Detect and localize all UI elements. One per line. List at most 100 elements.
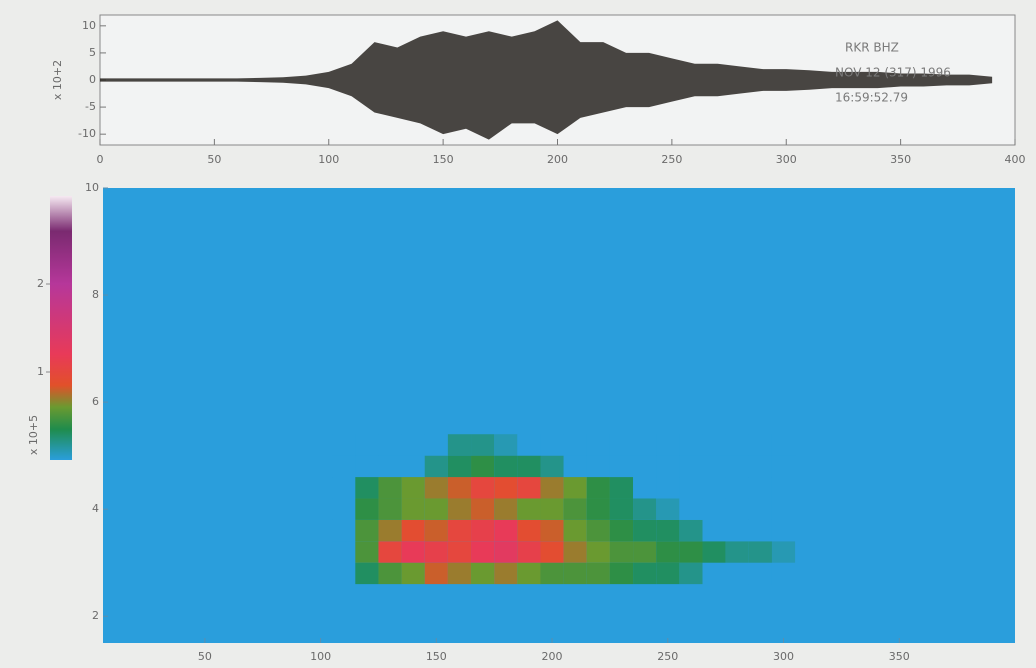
y-tick-label: 10 (85, 181, 99, 194)
x-tick-label: 100 (318, 153, 339, 166)
x-tick-label: 150 (433, 153, 454, 166)
heat-cell (633, 434, 657, 456)
heat-cell (586, 455, 610, 478)
heat-cell (401, 477, 425, 499)
heat-cell (471, 434, 495, 456)
heat-cell (771, 562, 796, 585)
heat-cell (771, 498, 796, 520)
heat-cell (586, 562, 610, 585)
colorbar-tick-label: 1 (37, 365, 44, 378)
heat-cell (702, 519, 726, 542)
heat-cell (401, 455, 425, 478)
heat-cell (355, 434, 379, 456)
heat-cell (586, 519, 610, 542)
heat-cell (517, 519, 541, 542)
x-tick-label: 350 (890, 153, 911, 166)
heat-cell (540, 455, 564, 478)
heat-cell (494, 455, 518, 478)
heat-cell (771, 519, 796, 542)
heat-cell (540, 541, 564, 563)
heat-cell (447, 477, 472, 499)
heat-cell (447, 562, 472, 585)
x-tick-label: 50 (198, 650, 212, 663)
heat-cell (633, 498, 657, 520)
heat-cell (424, 455, 448, 478)
heat-cell (494, 498, 518, 520)
heat-cell (656, 455, 680, 478)
heat-cell (656, 477, 680, 499)
heat-cell (563, 498, 587, 520)
y-tick-label: 0 (89, 73, 96, 86)
heat-cell (679, 477, 703, 499)
heat-cell (471, 477, 495, 499)
heat-cell (748, 434, 772, 456)
heat-cell (586, 434, 610, 456)
heat-cell (424, 519, 448, 542)
heat-cell (656, 498, 680, 520)
x-tick-label: 50 (207, 153, 221, 166)
heat-cell (401, 519, 425, 542)
heat-cell (540, 434, 564, 456)
heat-cell (494, 477, 518, 499)
heat-cell (609, 498, 634, 520)
heat-cell (355, 498, 379, 520)
heat-cell (609, 541, 634, 563)
heat-cell (609, 562, 634, 585)
heat-cell (471, 541, 495, 563)
heat-cell (633, 455, 657, 478)
x-tick-label: 250 (661, 153, 682, 166)
heat-cell (725, 477, 749, 499)
heat-cell (424, 541, 448, 563)
heat-cell (748, 562, 772, 585)
x-tick-label: 150 (426, 650, 447, 663)
heat-cell (609, 519, 634, 542)
heat-cell (748, 519, 772, 542)
heat-cell (378, 519, 402, 542)
heat-cell (494, 434, 518, 456)
heat-cell (424, 477, 448, 499)
x-tick-label: 400 (1005, 153, 1026, 166)
heat-cell (517, 434, 541, 456)
heat-cell (355, 455, 379, 478)
heat-cell (702, 562, 726, 585)
heat-cell (447, 498, 472, 520)
heat-cell (563, 434, 587, 456)
heat-cell (748, 541, 772, 563)
heat-cell (447, 519, 472, 542)
heat-cell (679, 498, 703, 520)
heat-cell (517, 562, 541, 585)
heat-cell (401, 562, 425, 585)
heat-cell (355, 519, 379, 542)
heat-cell (563, 519, 587, 542)
heat-cell (355, 562, 379, 585)
heat-cell (609, 455, 634, 478)
waveform-envelope (100, 80, 993, 140)
heat-cell (401, 541, 425, 563)
heat-cell (447, 541, 472, 563)
heat-cell (332, 519, 356, 542)
x-tick-label: 100 (310, 650, 331, 663)
heat-cell (401, 498, 425, 520)
heat-cell (424, 434, 448, 456)
heat-cell (771, 455, 796, 478)
heat-cell (586, 477, 610, 499)
y-tick-label: 5 (89, 46, 96, 59)
heat-cell (702, 498, 726, 520)
heat-cell (424, 498, 448, 520)
heat-cell (332, 498, 356, 520)
heat-cell (771, 541, 796, 563)
heat-cell (725, 562, 749, 585)
heat-cell (332, 477, 356, 499)
x-tick-label: 200 (542, 650, 563, 663)
heat-cell (656, 519, 680, 542)
heat-cell (540, 519, 564, 542)
heat-cell (633, 477, 657, 499)
x-tick-label: 0 (97, 153, 104, 166)
heat-cell (447, 455, 472, 478)
heat-cell (378, 541, 402, 563)
x-tick-label: 250 (657, 650, 678, 663)
heat-cell (540, 498, 564, 520)
heat-cell (656, 562, 680, 585)
heat-cell (702, 455, 726, 478)
